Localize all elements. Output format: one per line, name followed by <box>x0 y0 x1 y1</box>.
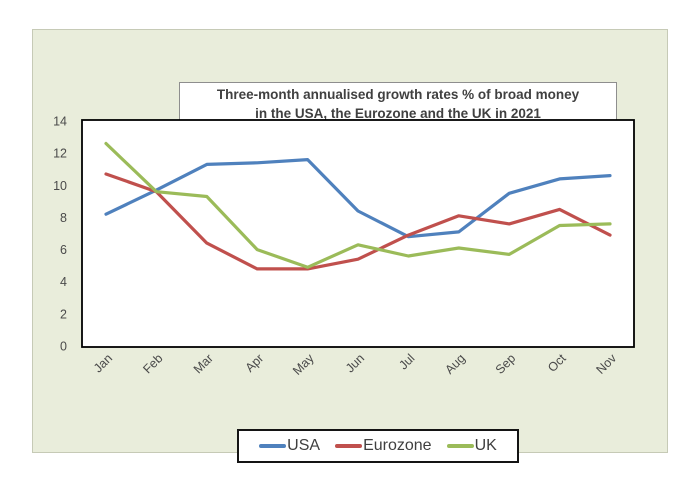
legend-label-usa: USA <box>287 437 321 454</box>
y-tick-label: 6 <box>60 243 67 257</box>
x-tick-label: Oct <box>545 351 569 375</box>
chart-legend: USA Eurozone UK <box>237 429 519 463</box>
y-tick-label: 2 <box>60 307 67 321</box>
x-tick-label: Jun <box>343 351 367 375</box>
legend-item-usa: USA <box>259 437 320 455</box>
chart-title-line-2: in the USA, the Eurozone and the UK in 2… <box>255 106 541 121</box>
y-tick-label: 0 <box>60 340 67 354</box>
y-tick-label: 14 <box>53 115 67 129</box>
plot-area <box>81 119 635 348</box>
x-tick-label: Nov <box>593 351 619 377</box>
x-tick-label: Feb <box>140 351 165 376</box>
x-tick-label: Aug <box>442 351 468 377</box>
legend-swatch-uk <box>446 444 474 448</box>
x-tick-label: Apr <box>243 351 267 375</box>
x-tick-label: May <box>290 351 317 378</box>
x-tick-label: Sep <box>493 351 519 377</box>
legend-label-uk: UK <box>474 437 497 454</box>
chart-title-box: Three-month annualised growth rates % of… <box>179 82 617 125</box>
legend-item-uk: UK <box>446 437 497 455</box>
legend-item-eurozone: Eurozone <box>335 437 432 455</box>
y-tick-label: 4 <box>60 275 67 289</box>
chart-title-line-1: Three-month annualised growth rates % of… <box>216 87 580 102</box>
y-tick-label: 12 <box>53 147 67 161</box>
x-tick-label: Mar <box>191 351 216 376</box>
legend-swatch-eurozone <box>335 444 363 448</box>
series-line-usa <box>104 158 612 239</box>
series-line-uk <box>104 141 612 269</box>
x-tick-label: Jan <box>91 351 115 375</box>
x-tick-label: Jul <box>396 351 417 372</box>
y-tick-label: 10 <box>53 179 67 193</box>
y-tick-label: 8 <box>60 211 67 225</box>
series-line-eurozone <box>104 172 612 271</box>
legend-swatch-usa <box>259 444 287 448</box>
legend-label-eurozone: Eurozone <box>363 437 432 454</box>
